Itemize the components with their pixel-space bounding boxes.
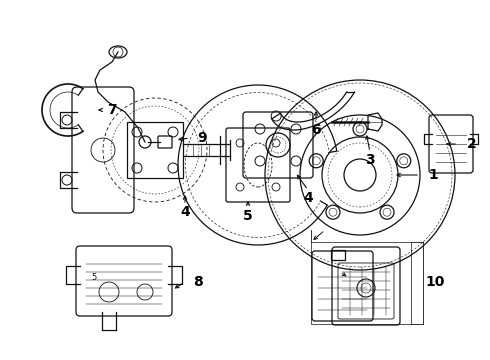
Text: 4: 4: [303, 191, 313, 205]
Text: 4: 4: [180, 205, 190, 219]
Text: 3: 3: [365, 153, 375, 167]
Text: 2: 2: [467, 137, 477, 151]
Text: 5: 5: [91, 273, 97, 282]
Text: 1: 1: [428, 168, 438, 182]
Text: 5: 5: [243, 209, 253, 223]
Text: 10: 10: [425, 275, 445, 289]
Text: 9: 9: [197, 131, 207, 145]
Text: 7: 7: [107, 103, 117, 117]
Text: 6: 6: [311, 123, 321, 137]
Text: 8: 8: [193, 275, 203, 289]
